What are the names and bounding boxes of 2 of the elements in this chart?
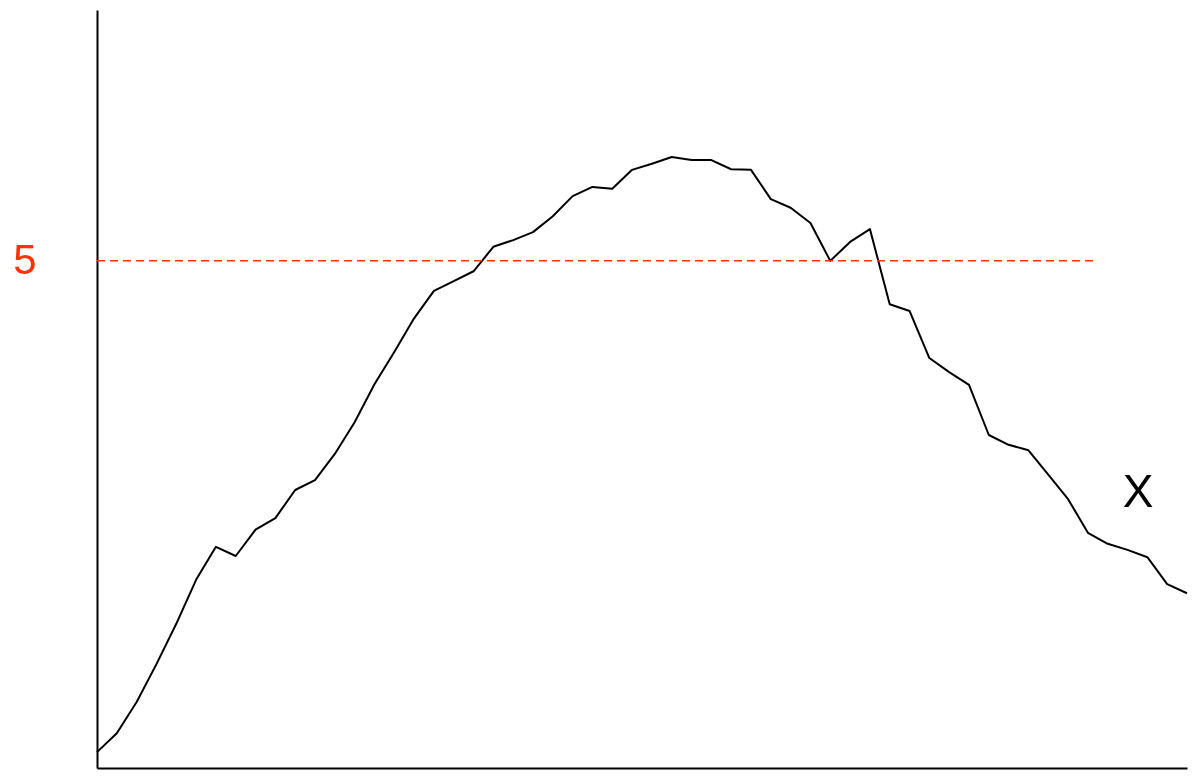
annotation: X	[1122, 465, 1154, 517]
text: 5	[13, 235, 37, 283]
